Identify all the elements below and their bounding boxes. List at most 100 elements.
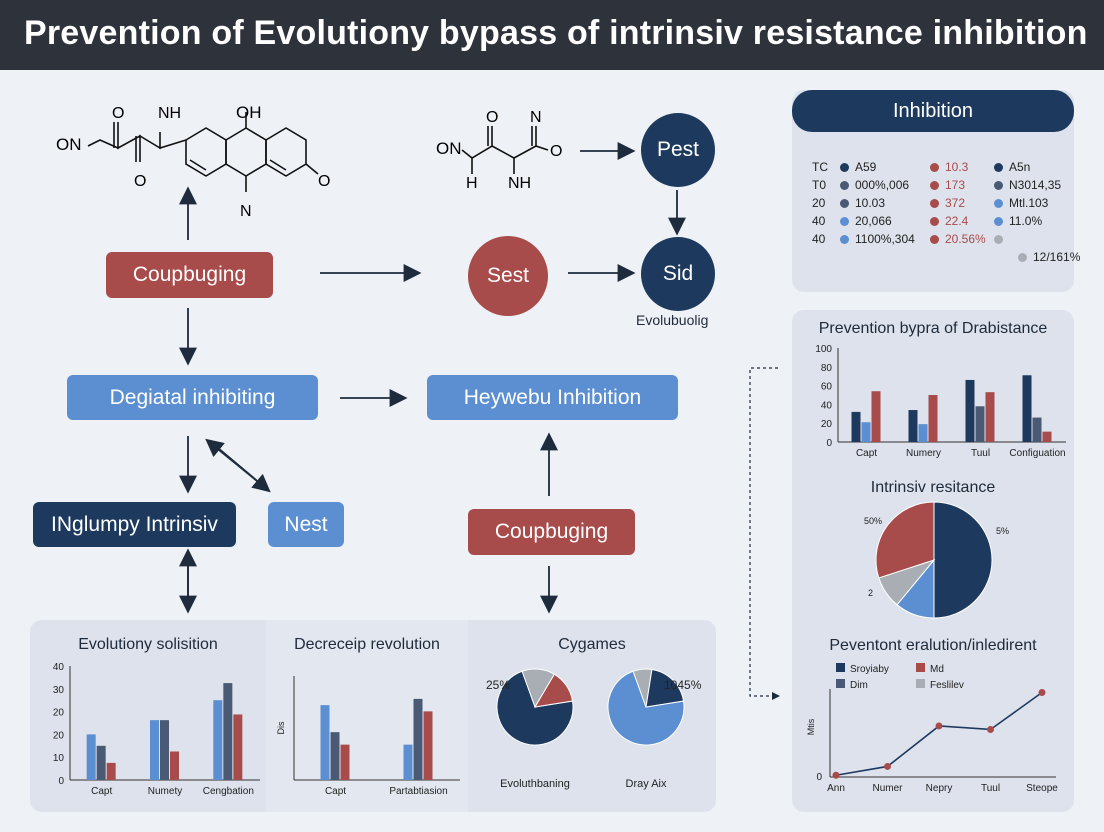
bar bbox=[851, 411, 861, 442]
x-tick-label: Tuul bbox=[971, 448, 990, 459]
y-tick-label: 20 bbox=[53, 730, 65, 741]
bar bbox=[423, 711, 433, 780]
bar bbox=[170, 751, 179, 780]
bar bbox=[233, 714, 243, 780]
pie-caption: Evoluthbaning bbox=[500, 778, 570, 790]
coupbuging-top-node[interactable]: Coupbuging bbox=[106, 252, 273, 298]
inhibition-cell-c1: A59 bbox=[840, 160, 876, 174]
y-axis-label: Mtis bbox=[806, 718, 816, 735]
x-tick-label: Capt bbox=[325, 786, 346, 797]
inhibition-cell-text: A59 bbox=[855, 160, 877, 174]
line-series bbox=[835, 691, 1043, 777]
legend-label: Sroyiaby bbox=[850, 664, 889, 675]
chem-label-o2: O bbox=[134, 173, 146, 190]
y-tick-label: 20 bbox=[53, 708, 65, 719]
decreceip-title: Decreceip revolution bbox=[294, 636, 440, 653]
x-tick-label: Cengbation bbox=[203, 786, 254, 797]
inhibition-cell-text: N3014,35 bbox=[1009, 178, 1062, 192]
bar bbox=[985, 392, 995, 442]
pie-slice bbox=[534, 673, 574, 708]
bar bbox=[908, 410, 918, 442]
degiatal-inhibiting-node[interactable]: Degiatal inhibiting bbox=[67, 375, 318, 420]
bar bbox=[1042, 431, 1052, 442]
x-tick-label: Ann bbox=[827, 783, 845, 794]
bar bbox=[150, 720, 159, 780]
pie-label: 2 bbox=[868, 588, 873, 598]
evolutiony-title: Evolutiony solisition bbox=[78, 636, 218, 653]
inhibition-cell-c2: 173 bbox=[930, 178, 965, 192]
y-tick-label: 40 bbox=[53, 662, 65, 673]
cygames-pie-charts: 25% Evoluthbaning 1045% Dray Aix bbox=[486, 668, 702, 790]
inhibition-cell-text: 40 bbox=[812, 214, 826, 228]
inhibition-cell-c1: 000%,006 bbox=[840, 178, 909, 192]
sest-node[interactable]: Sest bbox=[468, 236, 548, 316]
evolubuolig-label: Evolubuolig bbox=[636, 312, 709, 328]
x-tick-label: Numety bbox=[148, 786, 182, 797]
pie-slice bbox=[645, 668, 685, 708]
y-tick-label: 0 bbox=[58, 776, 64, 787]
inhibition-cell-text: 372 bbox=[945, 196, 966, 210]
chem-label-o-3: O bbox=[550, 143, 562, 160]
legend-dot bbox=[994, 181, 1003, 191]
inhibition-cell-c3: Mtl.103 bbox=[994, 196, 1048, 210]
inhibition-panel-title: Inhibition bbox=[792, 90, 1074, 132]
bar bbox=[223, 683, 233, 780]
inhibition-cell-c2: 10.3 bbox=[930, 160, 968, 174]
legend-dot bbox=[994, 217, 1003, 227]
chem-label-o-2: O bbox=[486, 109, 498, 126]
pie-label: 1045% bbox=[664, 678, 702, 692]
pie-label: 25% bbox=[486, 678, 510, 692]
nest-node[interactable]: Nest bbox=[268, 502, 344, 547]
evolutiony-bar-chart: 40 30 20 20 10 0 Capt Numety Cengbation bbox=[53, 662, 260, 797]
coupbuging-mid-node[interactable]: Coupbuging bbox=[468, 509, 635, 555]
legend-dot bbox=[994, 235, 1003, 245]
x-tick-label: Numery bbox=[906, 448, 941, 459]
bar bbox=[96, 745, 106, 780]
pie-label: 5% bbox=[996, 526, 1009, 536]
legend-dot bbox=[840, 217, 849, 227]
bar bbox=[160, 720, 169, 780]
inhibition-cell-text: Mtl.103 bbox=[1009, 196, 1049, 210]
pie-slice bbox=[875, 501, 935, 579]
chem-label-on: ON bbox=[56, 135, 82, 154]
y-tick-label: 60 bbox=[821, 382, 833, 393]
bar bbox=[340, 744, 350, 780]
inhibition-cell-text: 22.4 bbox=[945, 214, 969, 228]
molecule-diagram: ON O O NH OH N O ON O N O H NH bbox=[56, 103, 562, 220]
x-tick-label: Nepry bbox=[926, 783, 953, 794]
inglumpy-intrinsiv-node[interactable]: INglumpy Intrinsiv bbox=[33, 502, 236, 547]
inhibition-cell-c3: N3014,35 bbox=[994, 178, 1061, 192]
inhibition-cell-c1: 20,066 bbox=[840, 214, 892, 228]
legend-swatch bbox=[916, 679, 925, 688]
y-tick-label: 40 bbox=[821, 400, 833, 411]
heywebu-inhibition-node[interactable]: Heywebu Inhibition bbox=[427, 375, 678, 420]
legend-dot bbox=[840, 235, 849, 245]
legend-swatch bbox=[836, 679, 845, 688]
legend-dot bbox=[840, 199, 849, 209]
legend-label: Md bbox=[930, 664, 944, 675]
bar bbox=[1022, 375, 1032, 442]
bar bbox=[403, 744, 413, 780]
inhibition-cell-text: 20 bbox=[812, 196, 826, 210]
inhibition-cell-text: 1100%,304 bbox=[855, 232, 915, 246]
y-tick-label: 0 bbox=[816, 772, 822, 783]
inhibition-extra-value: 12/161% bbox=[1033, 250, 1081, 264]
inhibition-row-label: 40 bbox=[812, 214, 825, 228]
legend-dot bbox=[930, 163, 939, 173]
sid-node[interactable]: Sid bbox=[641, 237, 715, 311]
inhibition-cell-text: 20,066 bbox=[855, 214, 892, 228]
inhibition-cell-c3 bbox=[994, 232, 1009, 246]
pest-node[interactable]: Pest bbox=[641, 113, 715, 187]
bar bbox=[330, 732, 340, 780]
legend-dot bbox=[930, 235, 939, 245]
y-tick-label: 100 bbox=[815, 344, 832, 355]
prevention-bypass-title: Prevention bypra of Drabistance bbox=[818, 320, 1048, 337]
line-point bbox=[1038, 689, 1046, 697]
pevontont-title: Peventont eralution/inledirent bbox=[829, 637, 1037, 654]
y-tick-label: 0 bbox=[826, 438, 832, 449]
pie-slice bbox=[933, 501, 993, 619]
chem-label-h: H bbox=[466, 175, 478, 192]
inhibition-cell-c1: 1100%,304 bbox=[840, 232, 915, 246]
inhibition-cell-text: T0 bbox=[812, 178, 827, 192]
